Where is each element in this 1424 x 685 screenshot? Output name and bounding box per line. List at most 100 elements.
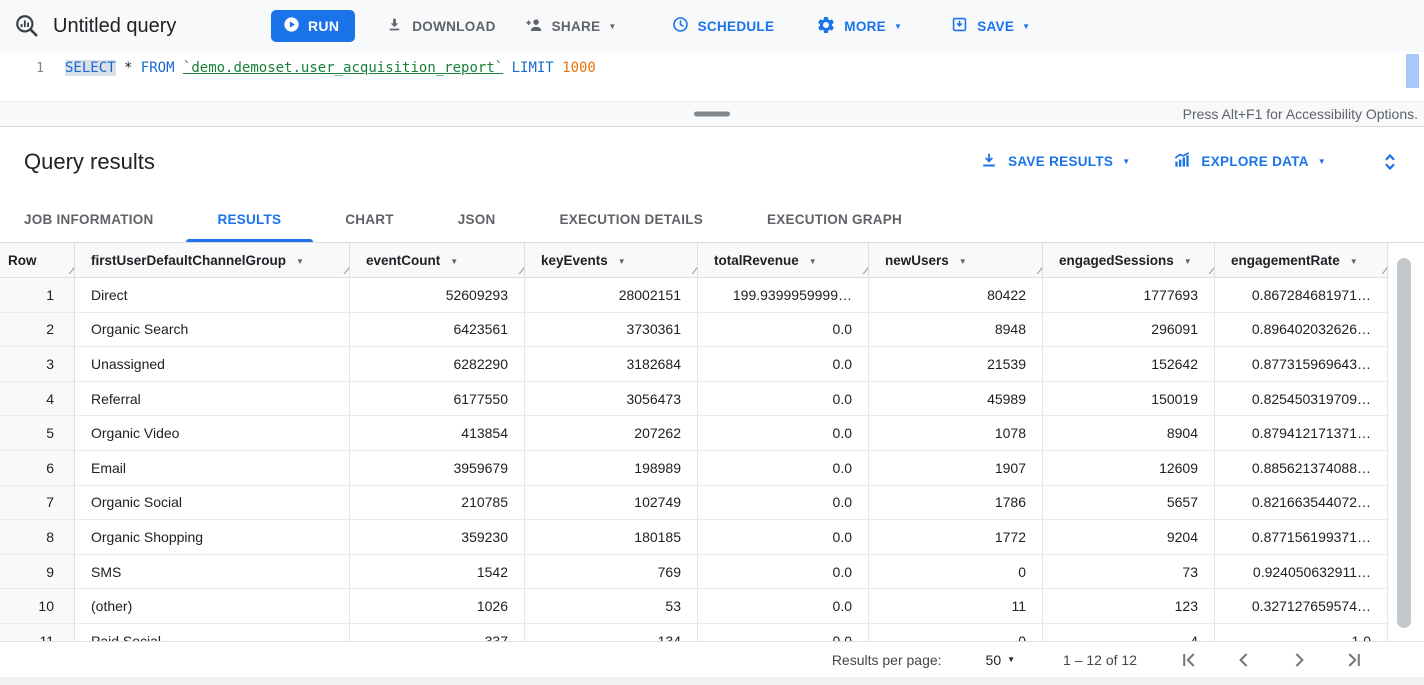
save-button[interactable]: SAVE ▼ — [936, 8, 1044, 44]
cell-engaged-sessions[interactable]: 5657 — [1043, 485, 1215, 520]
run-button[interactable]: RUN — [271, 10, 356, 42]
column-dropdown-icon[interactable]: ▼ — [617, 256, 626, 266]
cell-key-events[interactable]: 28002151 — [525, 278, 698, 312]
schedule-button[interactable]: SCHEDULE — [657, 8, 789, 44]
cell-event-count[interactable]: 52609293 — [350, 278, 525, 312]
column-dropdown-icon[interactable]: ▼ — [958, 256, 967, 266]
cell-engagement-rate[interactable]: 0.327127659574… — [1215, 589, 1388, 623]
expand-results-icon[interactable] — [1378, 150, 1402, 174]
cell-engaged-sessions[interactable]: 152642 — [1043, 347, 1215, 381]
cell-event-count[interactable]: 6423561 — [350, 312, 525, 347]
column-dropdown-icon[interactable]: ▼ — [296, 256, 304, 266]
cell-total-revenue[interactable]: 0.0 — [698, 416, 869, 450]
next-page-button[interactable] — [1287, 648, 1311, 672]
cell-new-users[interactable]: 0 — [869, 623, 1043, 641]
cell-engagement-rate[interactable]: 0.885621374088… — [1215, 450, 1388, 485]
tab-results[interactable]: RESULTS — [185, 196, 314, 242]
cell-channel-group[interactable]: Referral — [75, 381, 350, 416]
cell-engaged-sessions[interactable]: 9204 — [1043, 520, 1215, 554]
cell-event-count[interactable]: 337 — [350, 623, 525, 641]
cell-channel-group[interactable]: Organic Search — [75, 312, 350, 347]
cell-engagement-rate[interactable]: 0.825450319709… — [1215, 381, 1388, 416]
more-button[interactable]: MORE ▼ — [802, 8, 916, 44]
cell-new-users[interactable]: 1772 — [869, 520, 1043, 554]
cell-engagement-rate[interactable]: 0.924050632911… — [1215, 554, 1388, 589]
cell-key-events[interactable]: 53 — [525, 589, 698, 623]
explore-data-button[interactable]: EXPLORE DATA ▼ — [1172, 150, 1326, 173]
cell-total-revenue[interactable]: 0.0 — [698, 381, 869, 416]
download-button[interactable]: DOWNLOAD — [371, 8, 509, 44]
cell-channel-group[interactable]: Organic Video — [75, 416, 350, 450]
column-dropdown-icon[interactable]: ▼ — [1349, 256, 1358, 266]
tab-job-information[interactable]: JOB INFORMATION — [0, 196, 186, 242]
cell-engaged-sessions[interactable]: 8904 — [1043, 416, 1215, 450]
column-header-keyevents[interactable]: keyEvents ▼ ∕∕ — [525, 243, 698, 277]
cell-key-events[interactable]: 3056473 — [525, 381, 698, 416]
cell-engagement-rate[interactable]: 0.877315969643… — [1215, 347, 1388, 381]
previous-page-button[interactable] — [1232, 648, 1256, 672]
cell-engagement-rate[interactable]: 0.877156199371… — [1215, 520, 1388, 554]
table-scrollbar-track[interactable] — [1389, 243, 1424, 641]
cell-channel-group[interactable]: Unassigned — [75, 347, 350, 381]
cell-engagement-rate[interactable]: 0.867284681971… — [1215, 278, 1388, 312]
cell-key-events[interactable]: 134 — [525, 623, 698, 641]
cell-new-users[interactable]: 1907 — [869, 450, 1043, 485]
column-header-engagementrate[interactable]: engagementRate ▼ ∕∕ — [1215, 243, 1388, 277]
cell-total-revenue[interactable]: 0.0 — [698, 485, 869, 520]
cell-channel-group[interactable]: Organic Social — [75, 485, 350, 520]
column-header-newusers[interactable]: newUsers ▼ ∕∕ — [869, 243, 1043, 277]
cell-event-count[interactable]: 3959679 — [350, 450, 525, 485]
cell-event-count[interactable]: 6282290 — [350, 347, 525, 381]
cell-event-count[interactable]: 6177550 — [350, 381, 525, 416]
column-header-engagedsessions[interactable]: engagedSessions ▼ ∕∕ — [1043, 243, 1215, 277]
table-scrollbar-thumb[interactable] — [1397, 258, 1411, 628]
cell-total-revenue[interactable]: 0.0 — [698, 623, 869, 641]
column-dropdown-icon[interactable]: ▼ — [808, 256, 817, 266]
cell-key-events[interactable]: 3182684 — [525, 347, 698, 381]
cell-engaged-sessions[interactable]: 123 — [1043, 589, 1215, 623]
cell-new-users[interactable]: 1786 — [869, 485, 1043, 520]
cell-new-users[interactable]: 45989 — [869, 381, 1043, 416]
cell-event-count[interactable]: 210785 — [350, 485, 525, 520]
cell-engaged-sessions[interactable]: 73 — [1043, 554, 1215, 589]
cell-key-events[interactable]: 207262 — [525, 416, 698, 450]
cell-engagement-rate[interactable]: 0.896402032626… — [1215, 312, 1388, 347]
page-size-select[interactable]: 50 ▼ — [986, 652, 1016, 668]
share-button[interactable]: SHARE ▼ — [510, 8, 631, 44]
column-dropdown-icon[interactable]: ▼ — [1183, 256, 1192, 266]
cell-channel-group[interactable]: Direct — [75, 278, 350, 312]
cell-engaged-sessions[interactable]: 296091 — [1043, 312, 1215, 347]
cell-total-revenue[interactable]: 0.0 — [698, 554, 869, 589]
cell-total-revenue[interactable]: 0.0 — [698, 347, 869, 381]
cell-engagement-rate[interactable]: 0.821663544072… — [1215, 485, 1388, 520]
cell-total-revenue[interactable]: 0.0 — [698, 589, 869, 623]
cell-total-revenue[interactable]: 0.0 — [698, 312, 869, 347]
cell-channel-group[interactable]: Organic Shopping — [75, 520, 350, 554]
cell-engaged-sessions[interactable]: 150019 — [1043, 381, 1215, 416]
cell-key-events[interactable]: 102749 — [525, 485, 698, 520]
cell-new-users[interactable]: 0 — [869, 554, 1043, 589]
cell-engagement-rate[interactable]: 1.0 — [1215, 623, 1388, 641]
editor-scrollbar-thumb[interactable] — [1406, 54, 1419, 88]
cell-channel-group[interactable]: SMS — [75, 554, 350, 589]
cell-key-events[interactable]: 769 — [525, 554, 698, 589]
cell-event-count[interactable]: 1542 — [350, 554, 525, 589]
cell-event-count[interactable]: 359230 — [350, 520, 525, 554]
column-dropdown-icon[interactable]: ▼ — [450, 256, 459, 266]
cell-new-users[interactable]: 11 — [869, 589, 1043, 623]
cell-engaged-sessions[interactable]: 1777693 — [1043, 278, 1215, 312]
column-header-eventcount[interactable]: eventCount ▼ ∕∕ — [350, 243, 525, 277]
tab-chart[interactable]: CHART — [313, 196, 426, 242]
tab-execution-graph[interactable]: EXECUTION GRAPH — [735, 196, 934, 242]
cell-channel-group[interactable]: (other) — [75, 589, 350, 623]
cell-new-users[interactable]: 1078 — [869, 416, 1043, 450]
cell-channel-group[interactable]: Email — [75, 450, 350, 485]
cell-key-events[interactable]: 198989 — [525, 450, 698, 485]
cell-new-users[interactable]: 8948 — [869, 312, 1043, 347]
cell-total-revenue[interactable]: 199.9399959999… — [698, 278, 869, 312]
cell-engaged-sessions[interactable]: 4 — [1043, 623, 1215, 641]
sql-editor[interactable]: 1 SELECT * FROM `demo.demoset.user_acquisit… — [0, 52, 1424, 101]
cell-total-revenue[interactable]: 0.0 — [698, 520, 869, 554]
cell-engaged-sessions[interactable]: 12609 — [1043, 450, 1215, 485]
cell-event-count[interactable]: 413854 — [350, 416, 525, 450]
